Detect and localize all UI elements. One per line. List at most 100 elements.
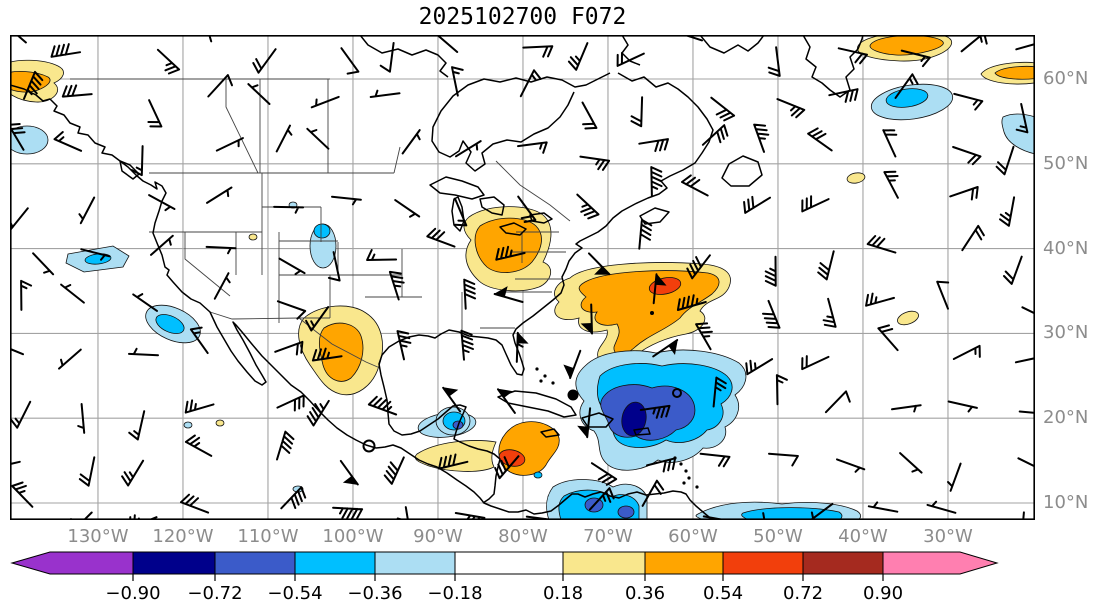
wind-barb [189,326,209,355]
small-dot-marker [650,311,654,315]
anomaly-wind-map [10,35,1035,520]
wind-barb [686,254,711,280]
wind-barb [20,279,33,311]
lat-tick-label: 60°N [1043,68,1089,89]
lon-tick-label: 100°W [322,526,384,547]
coastline [359,35,449,78]
wind-barb [455,140,482,158]
wind-barb [639,404,671,419]
wind-barb [150,234,174,256]
region-baja-cool-speck [183,421,193,429]
wind-barb [53,131,83,152]
wind-barb [999,196,1016,227]
coastline [451,196,465,232]
wind-barb [331,195,362,206]
wind-barb [184,434,213,457]
wind-barb [207,74,233,98]
wind-barb [588,487,615,511]
wind-barb [180,493,210,514]
colorbar-tick-label: 0.72 [783,583,823,604]
lon-tick-label: 130°W [67,526,129,547]
island-dot [551,381,555,385]
wind-barb [641,479,665,507]
wind-barb [576,193,600,220]
wind-barb [701,124,729,146]
wind-barb [148,194,176,212]
wind-barb [184,399,215,414]
island-dot [543,374,547,378]
wind-barb [306,127,330,150]
wind-barb [586,407,592,439]
colorbar-tick-label: −0.18 [427,583,482,604]
coastline [802,35,864,98]
wind-barb [213,272,231,300]
wind-barb [206,186,233,204]
wind-barb [952,146,982,166]
wind-barb [961,224,985,252]
island-dot [679,462,683,466]
wind-barb [588,252,611,276]
wind-barb [517,195,537,223]
colorbar-segment [722,551,804,575]
wind-barb [581,101,598,130]
wind-barb [1015,43,1035,51]
wind-barb [883,170,899,199]
basemap [10,35,864,520]
lon-tick-label: 70°W [583,526,633,547]
wind-barb [278,257,306,276]
wind-barb [882,129,898,158]
border-line [184,232,231,297]
colorbar-segment [132,551,216,575]
wind-barb [132,293,158,312]
lon-tick-label: 30°W [923,526,973,547]
region-rightedge-cool-fan [1001,113,1035,155]
wind-barb [822,297,837,328]
wind-barb [767,46,781,77]
wind-barb [762,512,766,520]
colorbar-segment [294,551,376,575]
coastline [721,155,763,187]
region-plains-khaki-speck [248,233,258,241]
colorbar-segment [802,551,884,575]
wind-barb [1021,306,1035,315]
wind-barb [276,430,295,461]
wind-barb [332,506,364,520]
wind-barb [676,294,707,311]
wind-barb [454,197,468,227]
wind-barb [638,138,669,153]
coastline [497,390,577,418]
wind-barb [646,457,677,473]
coastline [639,207,670,225]
wind-barb [394,199,421,218]
wind-barb [1003,255,1023,285]
wind-barb [247,83,271,105]
wind-barb [1017,457,1035,479]
colorbar-tick-label: 0.36 [625,583,665,604]
region-bottomright-cool-core [741,507,843,520]
wind-barb [311,347,343,362]
anomaly-regions [10,35,1035,520]
wind-barb [567,42,589,71]
wind-barb [401,129,421,155]
wind-barb [947,400,978,413]
wind-barb [396,330,412,361]
wind-barb [891,404,922,413]
wind-barb [865,292,895,307]
border-line [393,146,401,174]
colorbar: −0.90 −0.72 −0.54 −0.36 −0.18 0.18 0.36 0.54 0.7… [10,551,999,604]
wind-barb [11,481,34,508]
colorbar-tick-label: −0.36 [347,583,402,604]
border-line [495,160,571,222]
wind-barb [569,349,582,379]
wind-barb [494,455,520,480]
wind-barb [952,344,981,360]
island-dot [539,379,543,383]
wind-barb [460,329,474,361]
wind-barb [32,252,55,276]
colorbar-segment [562,551,646,575]
wind-barb [23,70,44,100]
wind-barb [517,141,548,154]
colorbar-tick-label: −0.72 [187,583,242,604]
wind-barb [926,500,957,514]
